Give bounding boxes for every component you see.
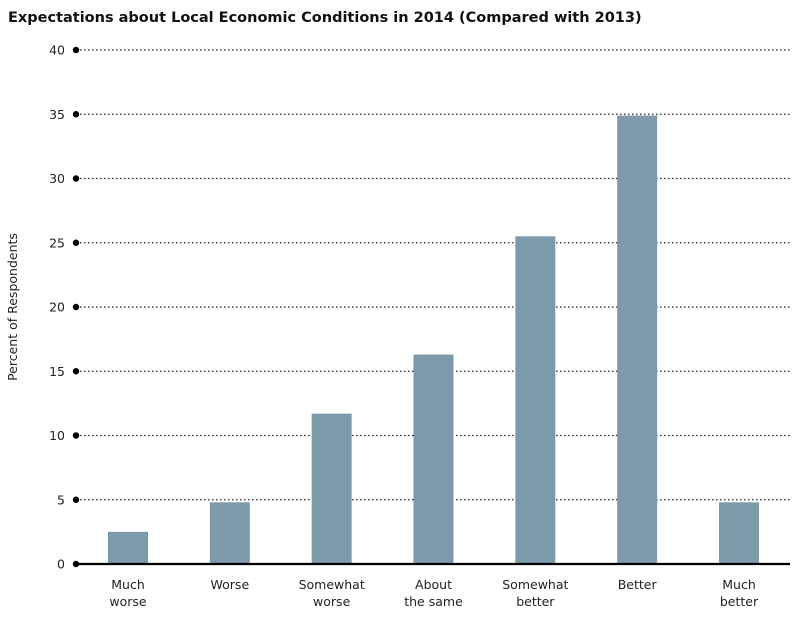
x-tick-label: better [720, 594, 759, 609]
x-tick-label: worse [313, 594, 351, 609]
x-tick-label: Somewhat [502, 577, 568, 592]
y-tick-label: 25 [49, 235, 65, 250]
bar-3 [413, 354, 454, 564]
y-tick-dot-20 [72, 303, 80, 311]
bar-4 [515, 236, 556, 564]
y-tick-label: 20 [49, 300, 65, 315]
x-tick-label: Worse [211, 577, 250, 592]
y-tick-dot-5 [72, 496, 80, 503]
x-tick-label: Somewhat [299, 577, 365, 592]
x-tick-label: About [415, 577, 452, 592]
y-tick-dot-40 [72, 46, 80, 54]
chart-title: Expectations about Local Economic Condit… [8, 10, 642, 26]
x-tick-label: the same [404, 594, 463, 609]
y-tick-label: 15 [49, 364, 65, 379]
y-tick-dot-35 [72, 111, 80, 118]
y-tick-dot-15 [72, 368, 80, 375]
bar-5 [617, 115, 658, 564]
bar-1 [209, 502, 250, 564]
y-tick-dot-25 [72, 239, 80, 246]
y-tick-label: 40 [49, 43, 65, 58]
y-tick-label: 30 [49, 171, 65, 186]
bar-6 [719, 502, 759, 564]
y-tick-label: 0 [57, 557, 65, 572]
y-axis-label: Percent of Respondents [5, 233, 20, 381]
x-tick-label: better [516, 594, 555, 609]
x-tick-label: Better [618, 577, 658, 592]
bar-0 [108, 531, 148, 564]
x-tick-label: worse [109, 594, 147, 609]
y-tick-dot-10 [72, 432, 80, 439]
bar-2 [311, 413, 352, 564]
y-tick-label: 10 [49, 428, 65, 443]
y-tick-dot-30 [72, 175, 80, 182]
x-tick-label: Much [722, 577, 756, 592]
y-tick-label: 5 [57, 492, 65, 507]
x-tick-label: Much [111, 577, 145, 592]
y-tick-label: 35 [49, 107, 65, 122]
